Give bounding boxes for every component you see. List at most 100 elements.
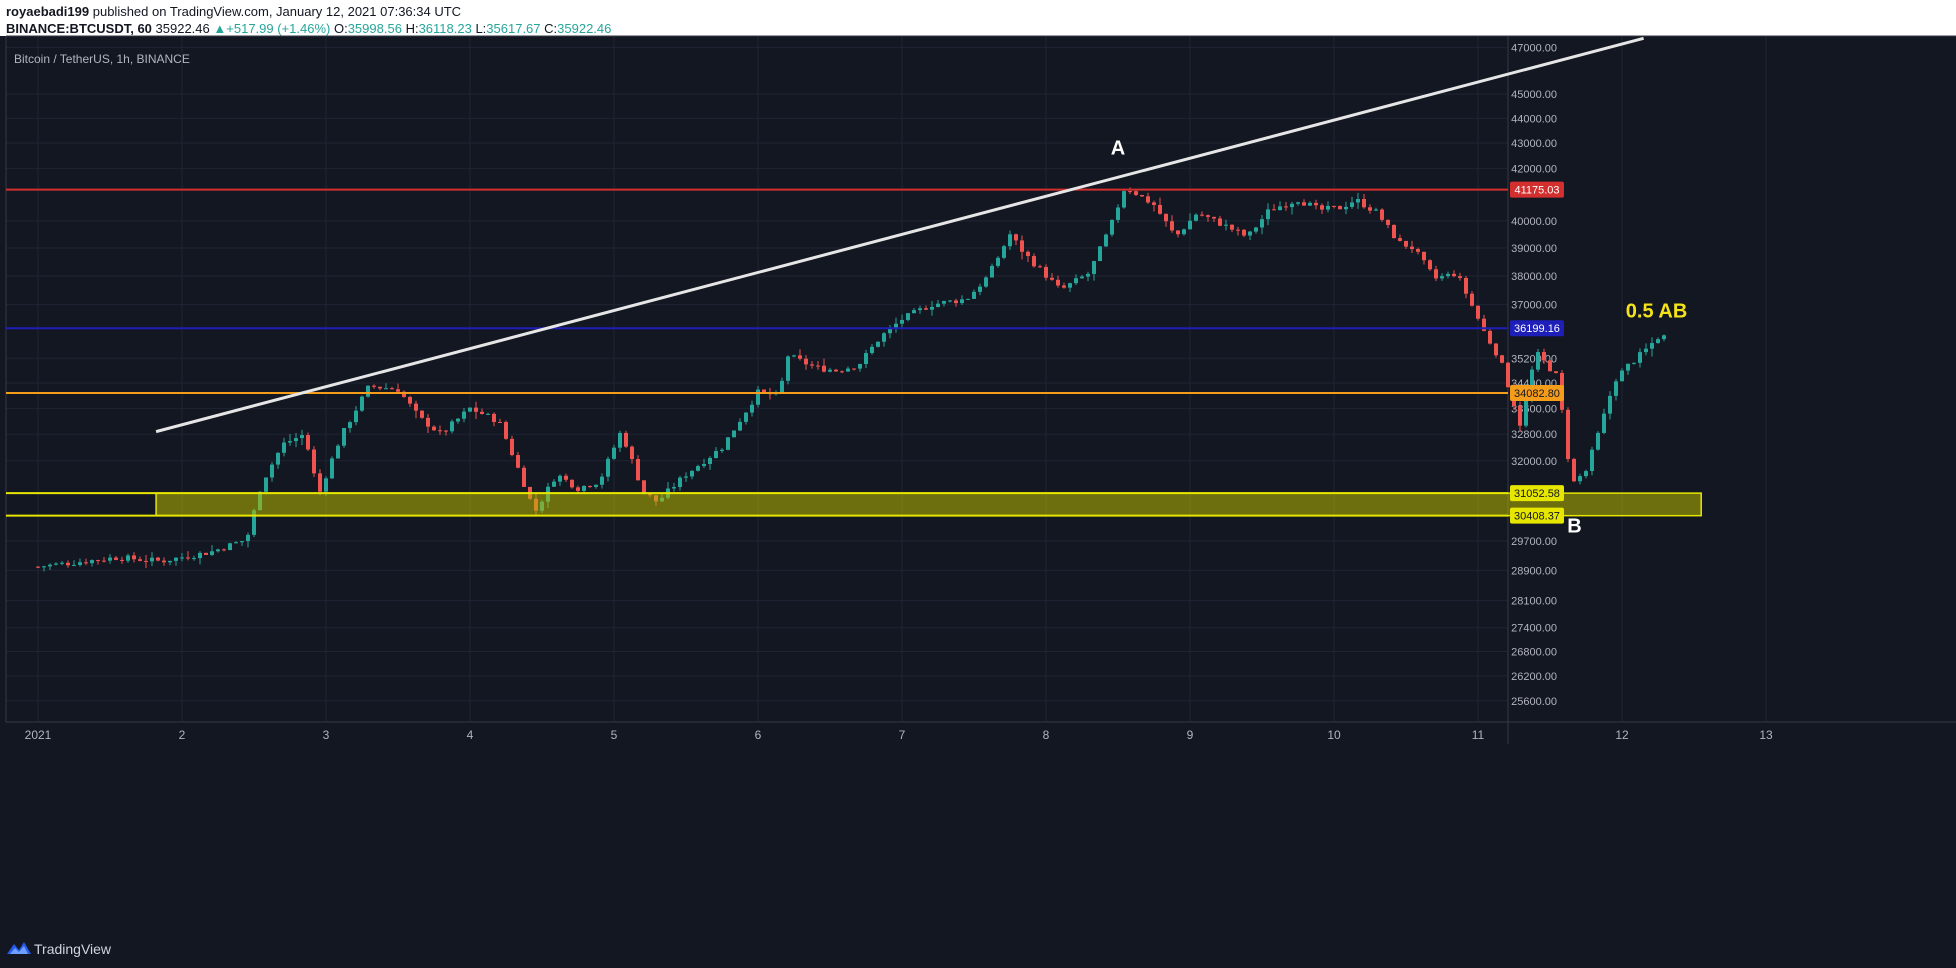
candle-body	[312, 449, 316, 474]
candle-body	[480, 411, 484, 415]
annotation-label: 0.5 AB	[1626, 301, 1688, 323]
candle-body	[1638, 352, 1642, 363]
candle-body	[1170, 221, 1174, 231]
tradingview-logo-icon[interactable]	[6, 940, 32, 956]
price-tick-label: 26800.00	[1511, 647, 1557, 659]
candle-body	[684, 476, 688, 478]
price-tick-label: 47000.00	[1511, 42, 1557, 54]
candle-body	[1494, 343, 1498, 356]
candle-body	[1452, 273, 1456, 277]
candle-body	[96, 560, 100, 562]
candle-body	[240, 541, 244, 543]
candle-body	[894, 323, 898, 328]
candle-body	[396, 389, 400, 392]
price-tick-label: 37000.00	[1511, 300, 1557, 312]
candle-body	[1032, 256, 1036, 267]
author-name[interactable]: royaebadi199	[6, 4, 90, 19]
price-tick-label: 42000.00	[1511, 163, 1557, 175]
candle-body	[1476, 305, 1480, 319]
candle-body	[1026, 251, 1030, 257]
candle-body	[282, 442, 286, 453]
candle-body	[1506, 362, 1510, 388]
time-tick-label: 2021	[25, 728, 52, 742]
price-level-badge	[1510, 485, 1564, 502]
candle-body	[1254, 227, 1258, 232]
price-tick-label: 28900.00	[1511, 565, 1557, 577]
candle-body	[846, 368, 850, 372]
time-tick-label: 7	[899, 728, 906, 742]
time-tick-label: 6	[755, 728, 762, 742]
price-tick-label: 43000.00	[1511, 138, 1557, 150]
symbol-label: BINANCE:BTCUSDT, 60	[6, 21, 152, 36]
candle-body	[264, 477, 268, 492]
candle-body	[300, 435, 304, 439]
trendline[interactable]	[155, 36, 1644, 434]
candle-body	[492, 413, 496, 422]
candle-body	[462, 411, 466, 419]
candle-body	[906, 313, 910, 320]
candle-body	[888, 327, 892, 334]
candle-body	[594, 484, 598, 487]
candle-body	[798, 355, 802, 359]
candle-body	[1542, 352, 1546, 361]
time-tick-label: 10	[1327, 728, 1341, 742]
candle-body	[138, 559, 142, 561]
candle-body	[456, 418, 460, 422]
candle-body	[90, 560, 94, 564]
candle-body	[1080, 276, 1084, 279]
candle-body	[1614, 381, 1618, 396]
candle-body	[270, 464, 274, 478]
chart-title: Bitcoin / TetherUS, 1h, BINANCE	[14, 52, 190, 66]
candle-body	[288, 441, 292, 443]
candle-body	[78, 562, 82, 565]
candle-body	[216, 549, 220, 552]
candle-body	[204, 552, 208, 555]
publisher-line: royaebadi199 published on TradingView.co…	[6, 4, 461, 19]
candle-body	[54, 563, 58, 565]
candle-body	[870, 346, 874, 354]
candle-body	[1524, 400, 1528, 426]
price-level-badge	[1510, 181, 1564, 198]
footer-bar: TradingView	[0, 930, 1956, 968]
candle-body	[1584, 471, 1588, 477]
candle-body	[1596, 432, 1600, 450]
candle-body	[156, 557, 160, 561]
candle-body	[516, 455, 520, 468]
candle-body	[336, 445, 340, 459]
candle-body	[948, 300, 952, 302]
candle-body	[852, 368, 856, 370]
time-tick-label: 12	[1615, 728, 1629, 742]
candle-body	[1266, 209, 1270, 220]
candle-body	[1650, 343, 1654, 349]
open-label: O:	[333, 21, 348, 36]
candle-body	[252, 510, 256, 535]
support-zone[interactable]	[155, 492, 1702, 517]
annotation-label: B	[1567, 516, 1581, 538]
candle-body	[1182, 229, 1186, 235]
candle-body	[912, 310, 916, 314]
candle-body	[1272, 209, 1276, 211]
candle-body	[222, 549, 226, 551]
candle-body	[990, 265, 994, 278]
candle-body	[1374, 209, 1378, 211]
candle-body	[714, 451, 718, 459]
candle-body	[330, 458, 334, 479]
candle-body	[636, 458, 640, 481]
candle-body	[432, 426, 436, 431]
candle-body	[120, 559, 124, 561]
candle-body	[234, 542, 238, 544]
candle-body	[192, 558, 196, 560]
candle-body	[84, 562, 88, 564]
price-level-badge	[1510, 507, 1564, 524]
footer-brand[interactable]: TradingView	[34, 941, 112, 957]
candle-body	[72, 564, 76, 566]
candle-body	[612, 447, 616, 459]
candle-body	[816, 365, 820, 367]
price-tick-label: 33600.00	[1511, 403, 1557, 415]
candle-body	[444, 430, 448, 432]
candle-body	[1488, 330, 1492, 344]
candle-body	[678, 477, 682, 488]
candle-body	[1572, 458, 1576, 482]
candle-body	[420, 410, 424, 418]
